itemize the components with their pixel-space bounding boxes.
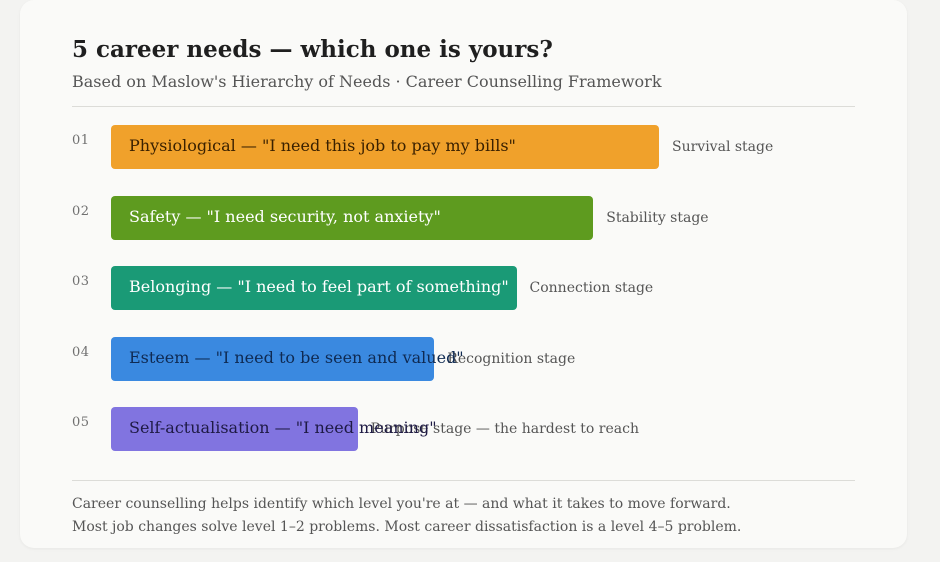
level-number: 04 — [72, 344, 90, 360]
level-number: 03 — [72, 274, 90, 290]
level-label: Safety — "I need security, not anxiety" — [129, 206, 441, 226]
bottom-divider — [72, 480, 855, 481]
level-bar — [111, 125, 659, 169]
level-label: Belonging — "I need to feel part of some… — [129, 277, 509, 297]
level-row-05: 05 Purpose stage — the hardest to reach Se… — [72, 407, 855, 452]
level-label: Esteem — "I need to be seen and valued" — [129, 347, 464, 367]
level-bar — [111, 195, 594, 240]
footer-line-2: Most job changes solve level 1–2 problem… — [72, 519, 742, 535]
top-divider — [72, 106, 855, 107]
level-row-03: 03 Connection stage Belonging — "I need to… — [72, 266, 855, 311]
card: 5 career needs — which one is yours? Bas… — [20, 0, 907, 548]
level-number: 02 — [72, 203, 90, 219]
level-bar — [111, 407, 358, 452]
level-label: Physiological — "I need this job to pay … — [129, 136, 516, 155]
level-row-01: 01 Survival stage Physiological — "I need … — [72, 125, 855, 169]
stage-label: Stability stage — [606, 209, 709, 226]
level-number: 05 — [72, 415, 90, 431]
level-row-02: 02 Stability stage Safety — "I need securi… — [72, 195, 855, 240]
stage-label: Recognition stage — [447, 350, 576, 367]
page-subtitle: Based on Maslow's Hierarchy of Needs · C… — [72, 72, 662, 91]
level-bar — [111, 266, 517, 311]
level-bar — [111, 336, 435, 381]
stage-label: Survival stage — [672, 139, 774, 155]
stage-label: Connection stage — [529, 280, 654, 297]
footer-line-1: Career counselling helps identify which … — [72, 496, 731, 512]
level-row-04: 04 Recognition stage Esteem — "I need to b… — [72, 336, 855, 381]
page-title: 5 career needs — which one is yours? — [72, 36, 553, 63]
stage-label: Purpose stage — the hardest to reach — [370, 421, 639, 438]
level-number: 01 — [72, 133, 90, 148]
level-label: Self-actualisation — "I need meaning" — [129, 418, 437, 438]
